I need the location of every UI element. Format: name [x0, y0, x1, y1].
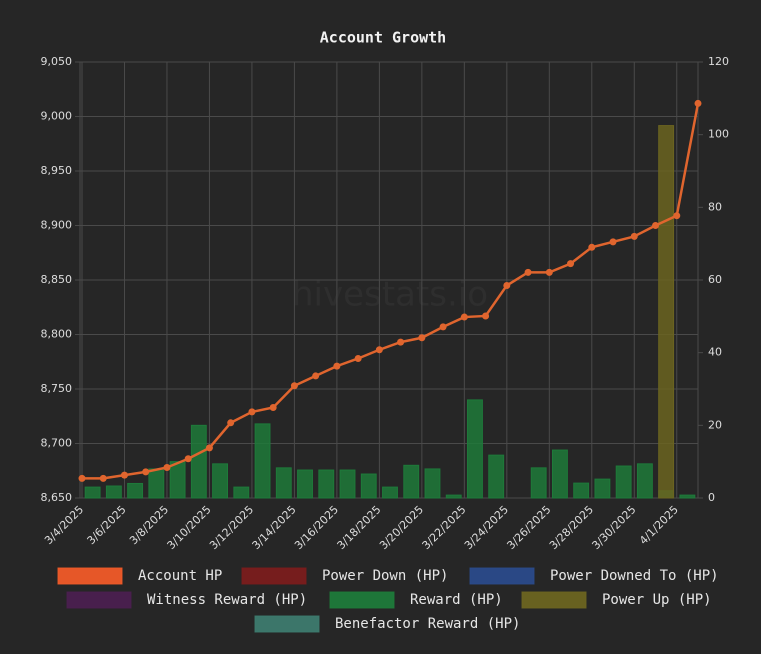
y-tick-label: 8,700	[41, 437, 73, 450]
legend-label: Account HP	[138, 568, 222, 584]
legend-label: Reward (HP)	[410, 592, 503, 608]
legend-swatch	[329, 591, 395, 609]
line-point	[694, 99, 702, 107]
y2-tick-label: 20	[708, 418, 722, 431]
line-point	[652, 222, 660, 229]
line-point	[333, 362, 341, 370]
line-point	[142, 468, 150, 476]
legend-label: Power Down (HP)	[322, 568, 448, 584]
line-point	[312, 372, 320, 380]
bar	[84, 486, 101, 499]
line-point	[354, 354, 362, 362]
line-point	[567, 260, 575, 268]
bar	[148, 468, 165, 499]
y-tick-label: 8,900	[41, 219, 73, 232]
line-point	[524, 268, 532, 276]
y-tick-label: 9,050	[41, 55, 73, 68]
line-point	[205, 444, 213, 452]
line-point	[630, 232, 638, 240]
bar	[233, 486, 250, 499]
line-point	[418, 334, 426, 342]
bar	[658, 125, 675, 499]
legend-label: Benefactor Reward (HP)	[335, 616, 520, 632]
bar	[254, 423, 271, 499]
bar	[360, 473, 377, 499]
line-point	[375, 346, 383, 354]
bar	[212, 463, 229, 499]
legend-swatch	[469, 567, 535, 585]
bar	[318, 469, 335, 499]
y-tick-label: 9,000	[41, 110, 73, 123]
bar	[275, 467, 292, 499]
bar	[403, 464, 420, 499]
watermark: hivestats.io	[292, 275, 488, 315]
legend-label: Power Downed To (HP)	[550, 568, 719, 584]
line-point	[120, 471, 128, 479]
bar	[424, 468, 441, 499]
legend-swatch	[254, 615, 320, 633]
legend-label: Witness Reward (HP)	[147, 592, 307, 608]
line-point	[269, 404, 277, 412]
bar	[445, 494, 462, 499]
bar	[297, 469, 313, 499]
line-point	[163, 463, 171, 471]
y2-tick-label: 100	[708, 128, 729, 141]
y-tick-label: 8,800	[41, 328, 73, 341]
line-point	[545, 268, 553, 276]
line-point	[78, 474, 86, 482]
line-point	[460, 313, 468, 321]
y2-tick-label: 0	[708, 491, 715, 504]
line-point	[588, 243, 596, 251]
y2-tick-label: 60	[708, 273, 722, 286]
y-tick-label: 8,850	[41, 273, 73, 286]
legend-swatch	[521, 591, 587, 609]
bar	[530, 467, 547, 499]
line-point	[673, 212, 681, 220]
legend-swatch	[66, 591, 132, 609]
y-tick-label: 8,750	[41, 382, 73, 395]
bar	[615, 465, 632, 499]
line-point	[439, 323, 447, 331]
chart-title: Account Growth	[320, 29, 446, 47]
legend-swatch	[241, 567, 307, 585]
bar	[551, 449, 568, 499]
bar	[679, 494, 696, 499]
y-tick-label: 8,950	[41, 164, 73, 177]
bar	[382, 486, 398, 499]
legend-label: Power Up (HP)	[602, 592, 712, 608]
bar	[594, 478, 611, 499]
bar	[467, 399, 483, 499]
line-point	[99, 474, 107, 482]
line-point	[248, 408, 256, 416]
line	[82, 103, 700, 480]
bar	[190, 424, 207, 499]
bar	[105, 485, 122, 499]
line-point	[290, 382, 298, 390]
line-point	[184, 455, 192, 463]
line-point	[227, 419, 235, 427]
line-point	[482, 312, 490, 320]
bar	[488, 454, 505, 499]
legend-swatch	[57, 567, 123, 585]
bar	[169, 461, 186, 499]
line-point	[397, 338, 405, 346]
bar	[573, 482, 590, 499]
y2-tick-label: 80	[708, 200, 722, 213]
y2-tick-label: 120	[708, 55, 729, 68]
line-point	[503, 281, 511, 289]
y2-tick-label: 40	[708, 346, 722, 359]
bar	[127, 482, 144, 499]
bar	[636, 463, 653, 499]
y-tick-label: 8,650	[41, 491, 73, 504]
bar	[339, 469, 356, 499]
line-point	[609, 238, 617, 246]
